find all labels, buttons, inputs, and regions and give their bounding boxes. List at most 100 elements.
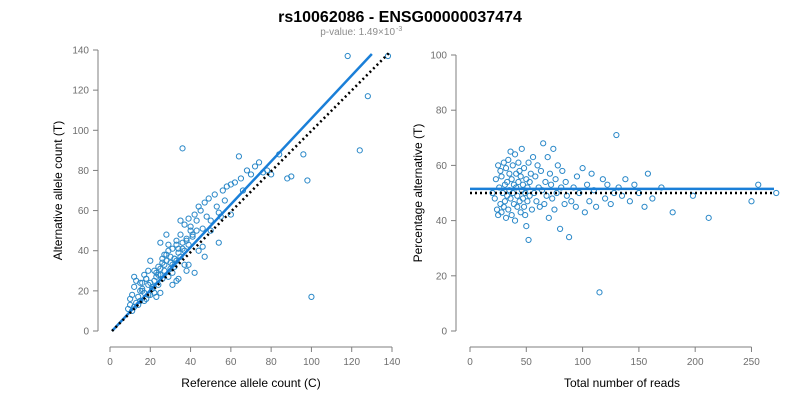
allele-data-point (131, 273, 138, 280)
pct-data-point (607, 200, 614, 208)
pct-y-tick-label: 60 (436, 161, 448, 172)
allele-data-point (211, 191, 218, 198)
allele-data-point (197, 207, 204, 214)
pct-data-point (554, 162, 561, 169)
pct-data-point (588, 170, 595, 177)
allele-data-point (191, 269, 198, 276)
pct-data-point (622, 176, 629, 183)
pct-data-point (493, 206, 501, 213)
scatter-panel-percentage: 0 50 100 150 200 250 0 20 40 60 80 100 Total number … (411, 51, 780, 390)
pct-data-point (604, 181, 611, 188)
allele-x-tick-label: 80 (266, 357, 278, 368)
pct-data-point (551, 206, 558, 213)
pct-x-tick-label: 100 (574, 357, 591, 368)
pct-data-point (516, 198, 523, 205)
pct-data-point (541, 200, 548, 208)
allele-data-point (215, 239, 222, 246)
pct-data-point (505, 206, 512, 213)
pct-data-point (516, 167, 523, 175)
pct-data-point (523, 223, 530, 230)
pct-x-tick-label: 50 (521, 357, 533, 368)
allele-data-point (179, 245, 186, 252)
pct-x-tick-label: 250 (743, 357, 760, 368)
allele-y-tick-label: 0 (83, 327, 89, 338)
allele-data-point (193, 217, 200, 224)
pct-data-point (525, 236, 532, 244)
pct-data-point (510, 200, 518, 208)
pct-data-point (505, 156, 512, 163)
pct-data-point (536, 203, 543, 210)
scatter-panel-allele-counts: 0 20 40 60 80 100 120 140 0 20 40 60 80 100 120 140 Refe… (51, 46, 401, 391)
allele-x-axis-title: Reference allele count (C) (181, 376, 320, 390)
pct-data-point (520, 203, 528, 210)
pct-data-point (599, 176, 606, 183)
pct-data-point (525, 159, 532, 166)
pct-data-point (559, 167, 566, 175)
pct-y-axis-title: Percentage alternative (T) (411, 124, 425, 263)
pct-data-point (583, 181, 591, 188)
pct-y-tick-label: 20 (436, 271, 448, 282)
allele-data-point (251, 163, 259, 170)
allele-y-tick-label: 60 (78, 206, 90, 217)
allele-data-point (364, 93, 371, 100)
pct-data-point (495, 211, 502, 219)
allele-data-point (183, 235, 190, 242)
pct-data-point (514, 203, 521, 210)
allele-data-point (199, 243, 206, 250)
pct-data-point (549, 195, 556, 202)
pct-data-point (568, 198, 575, 205)
allele-data-point (139, 279, 146, 286)
pct-data-point (501, 198, 509, 205)
allele-y-tick-label: 120 (72, 86, 89, 97)
pct-data-point (502, 165, 510, 172)
pct-x-tick-label: 150 (631, 357, 648, 368)
pct-data-point (518, 145, 525, 152)
allele-data-point (207, 227, 214, 234)
pct-data-point (526, 178, 533, 186)
pct-y-tick-label: 100 (430, 51, 447, 62)
allele-y-tick-label: 80 (78, 166, 90, 177)
pct-data-point (552, 176, 559, 183)
allele-data-point (231, 179, 238, 186)
pct-x-tick-label: 200 (687, 357, 704, 368)
allele-data-point (153, 293, 160, 300)
pct-data-point (544, 154, 551, 161)
pct-data-point (520, 165, 528, 172)
pct-x-axis-title: Total number of reads (564, 376, 680, 390)
allele-data-point (179, 145, 186, 152)
pct-data-point (528, 206, 536, 213)
pct-data-point (542, 178, 549, 186)
pct-data-point (573, 173, 581, 180)
allele-data-point (288, 173, 295, 180)
allele-data-point (171, 255, 178, 262)
allele-x-tick-label: 20 (145, 357, 157, 368)
allele-data-point (137, 279, 144, 286)
pct-data-point (509, 162, 516, 169)
pct-data-point (537, 167, 545, 175)
pct-data-point (644, 170, 651, 177)
allele-x-tick-label: 60 (225, 357, 237, 368)
pct-data-point (522, 189, 529, 197)
pct-data-point (500, 203, 507, 210)
pct-data-point (498, 209, 505, 216)
allele-data-point (137, 287, 144, 294)
pct-y-tick-label: 80 (436, 106, 448, 117)
pct-data-point (507, 148, 514, 155)
allele-y-tick-label: 40 (78, 246, 90, 257)
chart-subtitle: p-value: 1.49×10 (320, 27, 395, 38)
pct-data-point (526, 192, 533, 199)
pct-data-point (517, 173, 524, 180)
pct-data-point (641, 203, 648, 210)
allele-data-point (243, 167, 251, 174)
allele-data-point (255, 159, 263, 166)
pct-data-point (547, 181, 555, 188)
allele-y-tick-label: 20 (78, 286, 90, 297)
allele-data-point (195, 247, 202, 254)
pct-data-point (586, 198, 593, 205)
pct-data-point (491, 195, 498, 202)
pct-data-point (540, 140, 547, 147)
pct-data-point (511, 151, 519, 158)
allele-data-point (183, 267, 190, 274)
allele-y-tick-label: 140 (72, 46, 89, 57)
allele-data-point (356, 147, 363, 154)
